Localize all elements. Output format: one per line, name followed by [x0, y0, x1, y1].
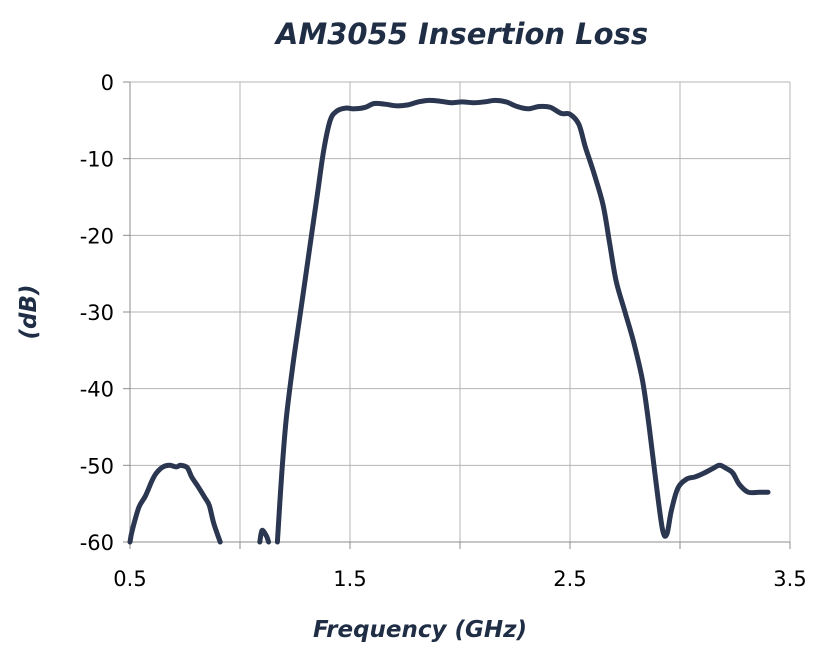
- series-layer: [127, 97, 771, 545]
- y-tick-label: -20: [80, 224, 114, 248]
- y-tick-label: -50: [80, 454, 114, 478]
- y-tick-label: -40: [80, 378, 114, 402]
- y-tick-label: -30: [80, 301, 114, 325]
- x-tick-label: 0.5: [113, 567, 146, 591]
- x-tick-label: 2.5: [553, 567, 586, 591]
- insertion-loss-line: [127, 462, 223, 545]
- grid-lines: [130, 81, 791, 542]
- insertion-loss-line: [257, 527, 272, 545]
- chart-title: AM3055 Insertion Loss: [274, 17, 648, 51]
- x-tick-label: 1.5: [333, 567, 366, 591]
- y-axis-title: (dB): [16, 284, 42, 339]
- insertion-loss-line: [274, 97, 771, 545]
- x-axis-title: Frequency (GHz): [313, 617, 527, 643]
- y-tick-label: -10: [80, 148, 114, 172]
- tick-labels: 0 -10 -20 -30 -40 -50 -60 0.5 1.5 2.5 3.5: [80, 71, 807, 591]
- y-tick-label: -60: [80, 531, 114, 555]
- y-tick-label: 0: [101, 71, 114, 95]
- axes: [123, 81, 791, 549]
- x-tick-label: 3.5: [773, 567, 806, 591]
